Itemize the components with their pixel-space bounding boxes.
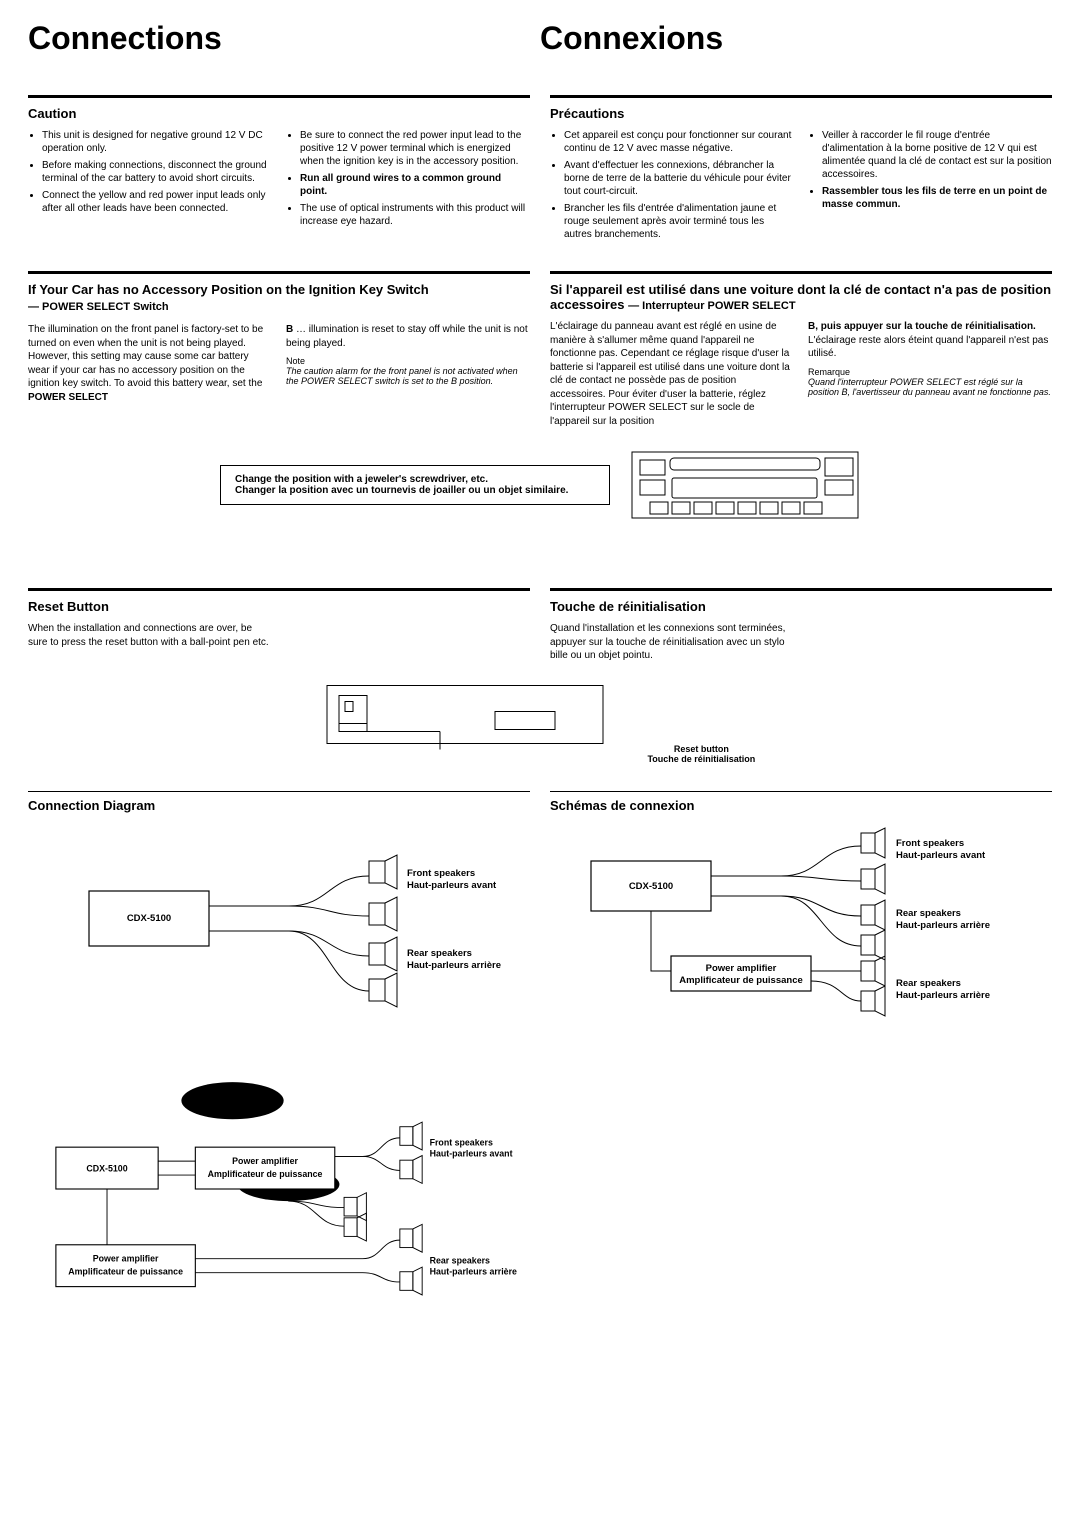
divider	[550, 95, 1052, 98]
diagram-heading-fr: Schémas de connexion	[550, 798, 1052, 813]
reset-heading-en: Reset Button	[28, 599, 530, 614]
note-label: Remarque	[808, 367, 1052, 377]
list-item: Avant d'effectuer les connexions, débran…	[564, 159, 794, 198]
svg-text:Rear speakers: Rear speakers	[407, 948, 472, 959]
svg-text:Haut-parleurs avant: Haut-parleurs avant	[430, 1148, 513, 1158]
caution-heading-en: Caution	[28, 106, 530, 121]
powerselect-text-en: The illumination on the front panel is f…	[28, 323, 272, 404]
list-item: The use of optical instruments with this…	[300, 202, 530, 228]
reset-text-en: When the installation and connections ar…	[28, 622, 272, 649]
divider	[28, 588, 530, 591]
svg-text:Haut-parleurs avant: Haut-parleurs avant	[896, 850, 986, 861]
divider	[550, 588, 1052, 591]
svg-text:Rear speakers: Rear speakers	[896, 908, 961, 919]
svg-text:Amplificateur de puissance: Amplificateur de puissance	[208, 1168, 323, 1178]
caution-list-fr-1: Cet appareil est conçu pour fonctionner …	[550, 129, 794, 241]
page-title-en: Connections	[28, 20, 540, 57]
svg-text:CDX-5100: CDX-5100	[629, 881, 673, 892]
note-label: Note	[286, 356, 530, 366]
list-item: Connect the yellow and red power input l…	[42, 189, 272, 215]
reset-text-fr: Quand l'installation et les connexions s…	[550, 622, 794, 663]
connection-diagram-2: CDX-5100 Front speakers Haut-parleurs av…	[550, 821, 1052, 1031]
svg-text:Front speakers: Front speakers	[430, 1137, 493, 1147]
reset-illustration	[325, 677, 605, 762]
list-item: Be sure to connect the red power input l…	[300, 129, 530, 168]
svg-text:CDX-5100: CDX-5100	[86, 1163, 127, 1173]
deck-illustration	[630, 450, 860, 520]
svg-text:Power amplifier: Power amplifier	[93, 1253, 159, 1263]
powerselect-heading-en: If Your Car has no Accessory Position on…	[28, 282, 530, 297]
connection-diagram-3: CDX-5100 Power amplifier Amplificateur d…	[28, 1054, 530, 1324]
svg-text:Front speakers: Front speakers	[896, 838, 964, 849]
list-item: Cet appareil est conçu pour fonctionner …	[564, 129, 794, 155]
caution-list-fr-2: Veiller à raccorder le fil rouge d'entré…	[808, 129, 1052, 211]
powerselect-text-fr-2: B, puis appuyer sur la touche de réiniti…	[808, 320, 1052, 361]
svg-text:Power amplifier: Power amplifier	[706, 963, 777, 974]
list-item: Brancher les fils d'entrée d'alimentatio…	[564, 202, 794, 241]
divider	[550, 791, 1052, 792]
connection-diagram-1: CDX-5100 Front speakers Haut-parleurs av…	[28, 821, 530, 1031]
svg-text:Haut-parleurs arrière: Haut-parleurs arrière	[430, 1266, 517, 1276]
powerselect-heading-fr: Si l'appareil est utilisé dans une voitu…	[550, 282, 1052, 312]
list-item: Rassembler tous les fils de terre en un …	[822, 185, 1052, 211]
caution-list-en-2: Be sure to connect the red power input l…	[286, 129, 530, 228]
reset-label-en: Reset button Touche de réinitialisation	[647, 744, 755, 764]
list-item: Veiller à raccorder le fil rouge d'entré…	[822, 129, 1052, 181]
powerselect-text-en-2: B … illumination is reset to stay off wh…	[286, 323, 530, 350]
svg-text:Front speakers: Front speakers	[407, 868, 475, 879]
powerselect-text-fr: L'éclairage du panneau avant est réglé e…	[550, 320, 794, 428]
svg-text:CDX-5100: CDX-5100	[127, 913, 171, 924]
svg-text:Rear speakers: Rear speakers	[430, 1255, 490, 1265]
svg-text:Haut-parleurs arrière: Haut-parleurs arrière	[896, 990, 990, 1001]
note-text: Quand l'interrupteur POWER SELECT est ré…	[808, 377, 1052, 397]
caution-heading-fr: Précautions	[550, 106, 1052, 121]
svg-text:Power amplifier: Power amplifier	[232, 1155, 298, 1165]
caution-list-en-1: This unit is designed for negative groun…	[28, 129, 272, 215]
list-item: Before making connections, disconnect th…	[42, 159, 272, 185]
svg-text:Haut-parleurs arrière: Haut-parleurs arrière	[896, 920, 990, 931]
page-title-fr: Connexions	[540, 20, 1052, 57]
powerselect-sub-en: — POWER SELECT Switch	[28, 301, 530, 313]
divider	[550, 271, 1052, 274]
screwdriver-note-box: Change the position with a jeweler's scr…	[220, 465, 610, 505]
divider	[28, 95, 530, 98]
svg-text:Amplificateur de puissance: Amplificateur de puissance	[68, 1266, 183, 1276]
list-item: Run all ground wires to a common ground …	[300, 172, 530, 198]
divider	[28, 791, 530, 792]
reset-heading-fr: Touche de réinitialisation	[550, 599, 1052, 614]
diagram-heading-en: Connection Diagram	[28, 798, 530, 813]
svg-text:Haut-parleurs avant: Haut-parleurs avant	[407, 880, 497, 891]
svg-text:Rear speakers: Rear speakers	[896, 978, 961, 989]
svg-text:Amplificateur de puissance: Amplificateur de puissance	[679, 975, 803, 986]
divider	[28, 271, 530, 274]
svg-text:Haut-parleurs arrière: Haut-parleurs arrière	[407, 960, 501, 971]
note-text: The caution alarm for the front panel is…	[286, 366, 530, 386]
list-item: This unit is designed for negative groun…	[42, 129, 272, 155]
